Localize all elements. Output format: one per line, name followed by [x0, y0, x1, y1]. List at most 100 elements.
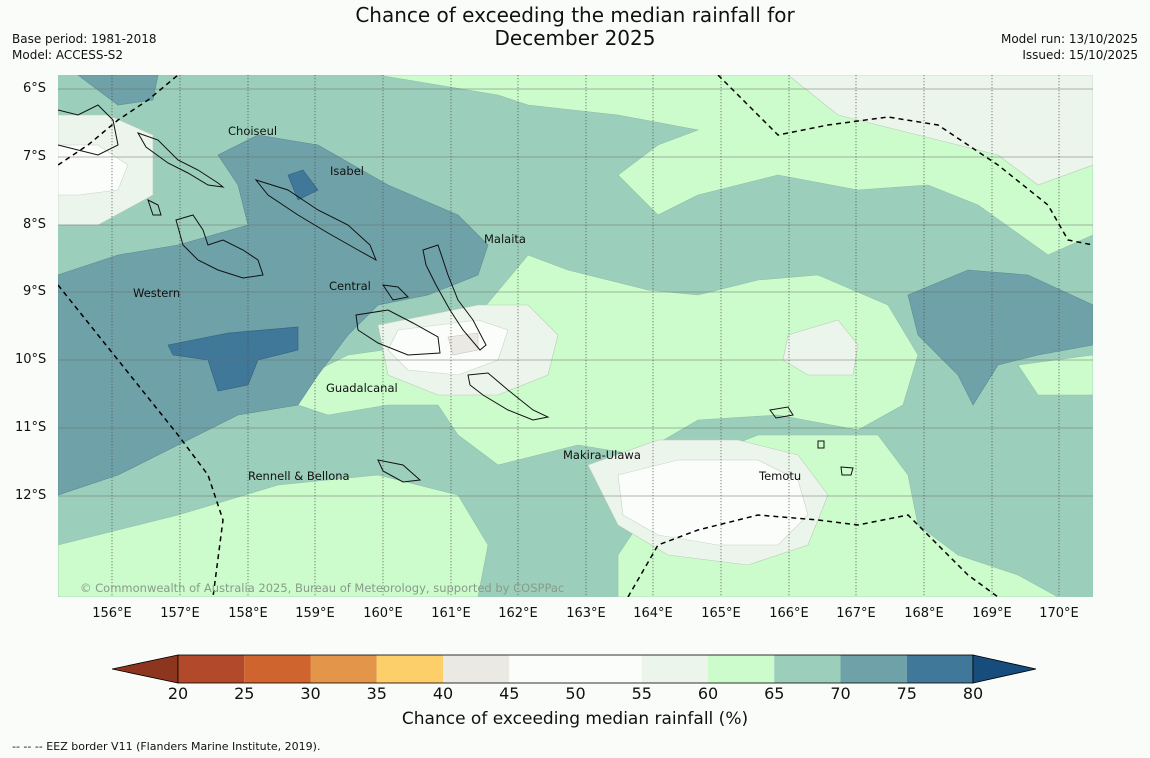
- temotu-island-2: [840, 466, 854, 476]
- lon-label-164e: 164°E: [633, 606, 673, 621]
- lat-label-9s: 9°S: [23, 284, 47, 299]
- temotu-island-1: [769, 406, 794, 419]
- lat-label-7s: 7°S: [23, 149, 47, 164]
- coastlines: [58, 104, 854, 483]
- colorbar-segment: [509, 655, 576, 683]
- band-60-65-south: [58, 474, 489, 597]
- band-70-75-northwest: [77, 75, 159, 106]
- lon-label-165e: 165°E: [701, 606, 741, 621]
- new-georgia-islands: [175, 214, 264, 279]
- colorbar-tick-label: 30: [300, 684, 321, 703]
- band-50-55-nw: [58, 144, 129, 196]
- lon-label-157e: 157°E: [160, 606, 200, 621]
- colorbar-tick-label: 40: [432, 684, 454, 703]
- base-period: Base period: 1981-2018: [12, 32, 157, 46]
- colorbar-arrow-low: [112, 654, 179, 684]
- lat-label-10s: 10°S: [15, 352, 47, 367]
- lon-label-168e: 168°E: [904, 606, 944, 621]
- copyright-text: © Commonwealth of Australia 2025, Bureau…: [80, 581, 564, 595]
- colorbar-tick-label: 50: [565, 684, 586, 703]
- colorbar-tick-label: 60: [697, 684, 719, 703]
- lon-label-158e: 158°E: [228, 606, 268, 621]
- band-70-75-east: [907, 269, 1093, 406]
- issued-date: Issued: 15/10/2025: [1022, 48, 1138, 62]
- colorbar-tick-label: 80: [962, 684, 984, 703]
- colorbar-tick-label: 35: [366, 684, 387, 703]
- colorbar-segment: [244, 655, 311, 683]
- lon-label-159e: 159°E: [295, 606, 335, 621]
- colorbar-tick-label: 25: [234, 684, 255, 703]
- label-guadalcanal: Guadalcanal: [326, 381, 398, 395]
- lat-label-6s: 6°S: [23, 81, 47, 96]
- model-run: Model run: 13/10/2025: [1000, 32, 1138, 46]
- longitude-gridlines: [111, 75, 1060, 597]
- temotu-island-3: [817, 440, 825, 449]
- band-60-65-east: [1017, 354, 1093, 396]
- band-60-65-north: [118, 75, 1093, 256]
- eez-legend-note: -- -- -- EEZ border V11 (Flanders Marine…: [12, 740, 321, 753]
- colorbar-label: Chance of exceeding median rainfall (%): [401, 709, 749, 729]
- place-labels: Choiseul Isabel Malaita Western Central …: [133, 124, 801, 483]
- isabel-island: [254, 179, 377, 262]
- base-info: Base period: 1981-2018 Model: ACCESS-S2: [12, 31, 157, 63]
- band-55-60-northeast: [787, 75, 1093, 186]
- band-75-80-isabel: [287, 169, 319, 201]
- lon-label-170e: 170°E: [1039, 606, 1079, 621]
- colorbar-tick-label: 75: [896, 684, 917, 703]
- band-50-55-makira: [617, 459, 809, 546]
- florida-islands: [381, 284, 410, 301]
- label-western: Western: [133, 286, 180, 300]
- colorbar-tick-label: 65: [764, 684, 785, 703]
- lon-label-166e: 166°E: [769, 606, 809, 621]
- lon-label-156e: 156°E: [92, 606, 132, 621]
- label-malaita: Malaita: [484, 232, 526, 246]
- lat-label-11s: 11°S: [15, 420, 47, 435]
- lon-label-167e: 167°E: [836, 606, 876, 621]
- colorbar-segment: [840, 655, 907, 683]
- colorbar-tick-label: 20: [167, 684, 189, 703]
- colorbar-segment: [774, 655, 841, 683]
- title-line-2: December 2025: [494, 26, 656, 50]
- lat-label-8s: 8°S: [23, 217, 47, 232]
- colorbar: [112, 654, 1037, 684]
- label-temotu: Temotu: [758, 469, 801, 483]
- lon-label-162e: 162°E: [498, 606, 538, 621]
- model-name: Model: ACCESS-S2: [12, 48, 124, 62]
- makira-island: [467, 372, 550, 421]
- lon-label-169e: 169°E: [972, 606, 1012, 621]
- eez-borders: [58, 75, 1093, 597]
- band-75-80-west: [167, 326, 299, 392]
- label-isabel: Isabel: [330, 164, 364, 178]
- colorbar-segment: [575, 655, 642, 683]
- ranongga-island: [147, 199, 162, 216]
- colorbar-segment: [906, 655, 973, 683]
- label-central: Central: [329, 279, 371, 293]
- choiseul-island: [136, 132, 225, 188]
- rennell-island: [377, 459, 422, 483]
- map-title: Chance of exceeding the median rainfall …: [0, 4, 1150, 50]
- lon-label-161e: 161°E: [431, 606, 471, 621]
- title-line-1: Chance of exceeding the median rainfall …: [355, 3, 795, 27]
- malaita-island: [422, 244, 487, 351]
- label-makira: Makira-Ulawa: [563, 448, 641, 462]
- colorbar-tick-label: 55: [631, 684, 652, 703]
- colorbar-segment: [310, 655, 377, 683]
- rainfall-map: Choiseul Isabel Malaita Western Central …: [58, 75, 1093, 597]
- lon-label-160e: 160°E: [363, 606, 403, 621]
- label-choiseul: Choiseul: [228, 124, 277, 138]
- run-info: Model run: 13/10/2025 Issued: 15/10/2025: [1001, 31, 1138, 63]
- colorbar-segment: [708, 655, 775, 683]
- latitude-gridlines: [58, 88, 1093, 497]
- guadalcanal-island: [355, 309, 441, 356]
- label-rennell: Rennell & Bellona: [248, 469, 350, 483]
- colorbar-tick-label: 45: [499, 684, 520, 703]
- colorbar-segment: [376, 655, 443, 683]
- lat-label-12s: 12°S: [15, 488, 47, 503]
- colorbar-segment: [178, 655, 245, 683]
- colorbar-tick-label: 70: [830, 684, 851, 703]
- bougainville-coast: [58, 104, 119, 156]
- colorbar-arrow-high: [972, 654, 1037, 684]
- colorbar-segments: [112, 654, 1037, 684]
- colorbar-segment: [641, 655, 708, 683]
- lon-label-163e: 163°E: [566, 606, 606, 621]
